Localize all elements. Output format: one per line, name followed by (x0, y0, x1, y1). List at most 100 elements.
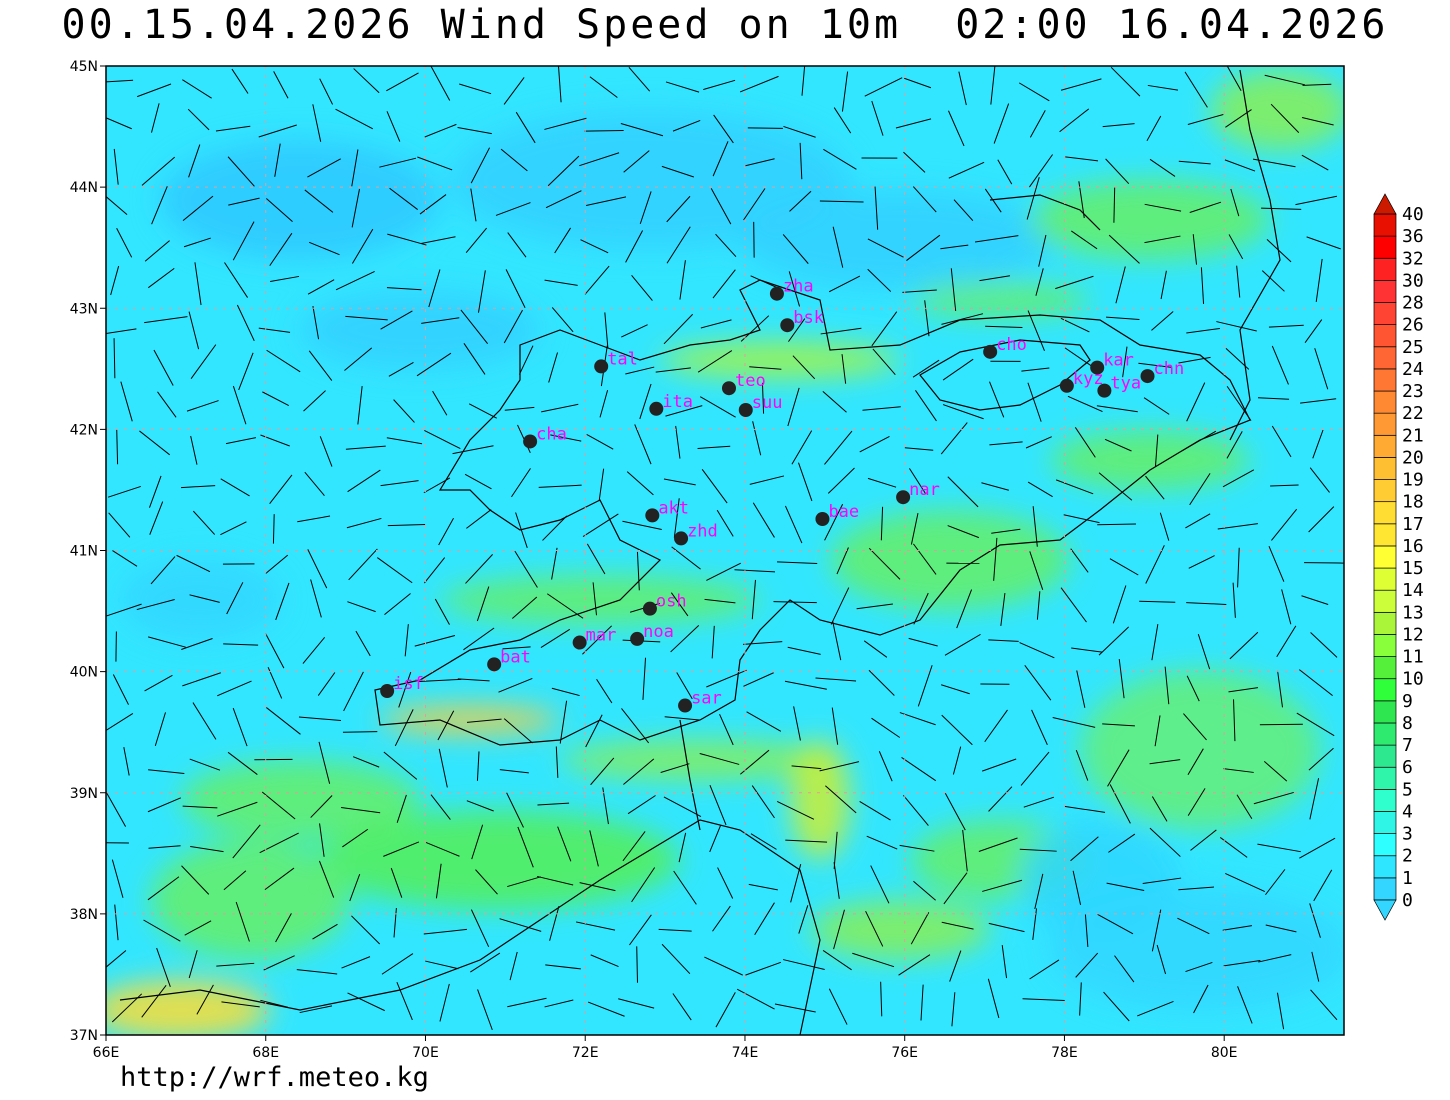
wind-barb (824, 430, 853, 465)
wind-barb (1149, 827, 1181, 857)
wind-speed-region (740, 190, 1060, 290)
wind-barb (773, 601, 817, 604)
wind-barb (1106, 316, 1140, 321)
station-teo[interactable]: teo (721, 371, 766, 396)
wind-barb (715, 233, 737, 258)
wind-barb (706, 562, 741, 581)
wind-barb (1222, 925, 1253, 931)
wind-barb (621, 324, 648, 338)
station-marker[interactable] (523, 434, 538, 449)
wind-barb (910, 912, 930, 945)
station-marker[interactable] (645, 508, 660, 523)
wind-barb (466, 800, 494, 812)
wind-barb (979, 275, 1011, 282)
station-mar[interactable]: mar (572, 626, 617, 650)
station-marker[interactable] (380, 684, 395, 699)
colorbar-label: 15 (1402, 558, 1424, 579)
station-kyz[interactable]: kyz (1059, 369, 1104, 393)
wind-barb (639, 383, 652, 420)
station-bsk[interactable]: bsk (780, 308, 824, 333)
wind-barb (457, 127, 492, 135)
station-chn[interactable]: chn (1140, 359, 1185, 384)
wind-barb (947, 525, 980, 539)
station-marker[interactable] (1059, 378, 1074, 393)
wind-barb (825, 785, 857, 814)
station-noa[interactable]: noa (630, 622, 674, 646)
colorbar-legend: 0123456789101112131415161718192021222324… (1373, 193, 1424, 921)
station-marker[interactable] (1090, 360, 1105, 375)
wind-barb (236, 304, 255, 341)
station-marker[interactable] (649, 401, 664, 416)
station-bat[interactable]: bat (487, 647, 531, 672)
wind-barb (258, 327, 291, 333)
colorbar-bin (1373, 789, 1397, 812)
station-marker[interactable] (642, 601, 657, 616)
wind-barb (465, 554, 493, 584)
colorbar-label: 0 (1402, 890, 1413, 911)
station-marker[interactable] (896, 490, 911, 505)
wind-barb (1027, 310, 1045, 351)
station-zha[interactable]: zha (769, 277, 814, 301)
wind-speed-region (300, 290, 540, 370)
station-tya[interactable]: tya (1097, 374, 1141, 398)
station-marker[interactable] (780, 318, 795, 333)
wind-barb (551, 547, 558, 580)
wind-barb (1301, 595, 1329, 606)
station-marker[interactable] (1097, 383, 1112, 398)
wind-barb (342, 828, 369, 848)
station-osh[interactable]: osh (642, 592, 687, 616)
station-bae[interactable]: bae (815, 502, 859, 527)
station-marker[interactable] (983, 344, 998, 359)
colorbar-bin (1373, 634, 1397, 657)
station-label: kar (1103, 351, 1134, 371)
wind-barb (673, 498, 680, 538)
wind-barb (1197, 634, 1211, 670)
station-isf[interactable]: isf (380, 674, 424, 699)
station-marker[interactable] (1140, 369, 1155, 384)
station-marker[interactable] (721, 381, 736, 396)
station-marker[interactable] (815, 512, 830, 527)
station-marker[interactable] (572, 635, 587, 650)
wind-barb (962, 829, 968, 872)
wind-barb (863, 640, 888, 658)
wind-barb (1020, 751, 1050, 786)
station-kar[interactable]: kar (1090, 351, 1134, 375)
colorbar-bin (1373, 744, 1397, 768)
station-nar[interactable]: nar (896, 480, 940, 505)
wind-barb (663, 313, 694, 345)
station-marker[interactable] (738, 402, 753, 417)
wind-barb (743, 672, 774, 687)
station-akt[interactable]: akt (645, 498, 689, 523)
wind-barb (739, 75, 779, 93)
wind-barb (319, 436, 333, 467)
source-url[interactable]: http://wrf.meteo.kg (120, 1062, 429, 1093)
station-marker[interactable] (487, 657, 502, 672)
wind-barb (655, 367, 691, 373)
wind-barb (899, 712, 936, 726)
station-marker[interactable] (674, 531, 689, 546)
station-zhd[interactable]: zhd (674, 521, 718, 546)
wind-barb (782, 959, 825, 970)
wind-barb (711, 625, 715, 659)
wind-barb (380, 310, 413, 330)
station-marker[interactable] (594, 359, 609, 374)
station-label: mar (586, 626, 617, 646)
wind-barb (149, 501, 164, 535)
station-cho[interactable]: cho (983, 335, 1027, 359)
wind-barb (915, 390, 937, 422)
station-cha[interactable]: cha (523, 424, 567, 449)
colorbar-label: 12 (1402, 624, 1424, 645)
station-marker[interactable] (678, 698, 693, 713)
station-sar[interactable]: sar (678, 689, 722, 713)
wind-barb (1178, 356, 1211, 364)
wind-barb (1265, 869, 1286, 896)
wind-barb (1296, 712, 1335, 737)
wind-barb (913, 543, 937, 575)
station-ita[interactable]: ita (649, 392, 693, 416)
wind-barb (274, 143, 281, 177)
station-tal[interactable]: tal (594, 349, 638, 374)
station-marker[interactable] (630, 631, 645, 646)
wind-barb (505, 269, 526, 308)
station-marker[interactable] (769, 286, 784, 301)
station-suu[interactable]: suu (738, 393, 783, 417)
